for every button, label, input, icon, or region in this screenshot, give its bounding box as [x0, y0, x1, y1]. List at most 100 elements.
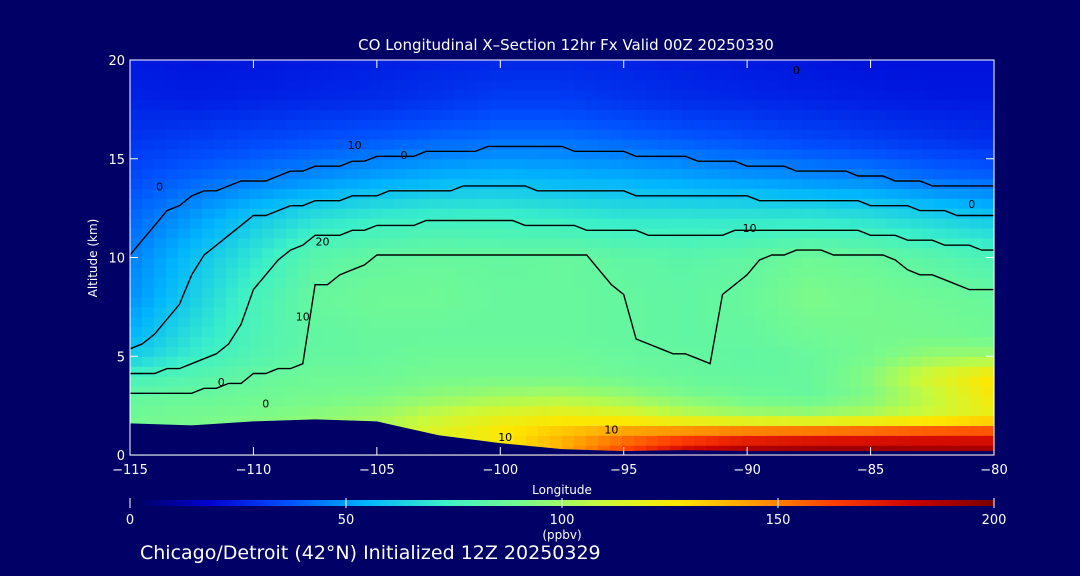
- heatmap-cell: [862, 306, 875, 318]
- heatmap-cell: [454, 395, 467, 407]
- heatmap-cell: [382, 129, 395, 140]
- heatmap-cell: [766, 158, 779, 170]
- heatmap-cell: [346, 79, 359, 91]
- heatmap-cell: [574, 425, 587, 436]
- heatmap-cell: [730, 79, 743, 91]
- heatmap-cell: [286, 287, 299, 298]
- heatmap-cell: [142, 326, 155, 338]
- heatmap-cell: [598, 178, 611, 189]
- heatmap-cell: [454, 425, 467, 436]
- heatmap-cell: [202, 376, 215, 387]
- heatmap-cell: [202, 198, 215, 209]
- heatmap-cell: [202, 267, 215, 278]
- heatmap-cell: [670, 60, 683, 71]
- heatmap-cell: [562, 395, 575, 407]
- heatmap-cell: [586, 129, 599, 140]
- heatmap-cell: [970, 139, 983, 150]
- heatmap-cell: [802, 227, 815, 239]
- heatmap-cell: [346, 346, 359, 357]
- heatmap-cell: [814, 395, 827, 407]
- heatmap-cell: [274, 109, 287, 120]
- heatmap-cell: [730, 445, 743, 456]
- heatmap-cell: [250, 139, 263, 150]
- heatmap-cell: [910, 60, 923, 71]
- heatmap-cell: [130, 415, 143, 426]
- heatmap-cell: [958, 376, 971, 387]
- heatmap-cell: [694, 188, 707, 199]
- heatmap-cell: [946, 237, 959, 249]
- heatmap-cell: [634, 208, 647, 219]
- heatmap-cell: [634, 445, 647, 456]
- heatmap-cell: [922, 247, 935, 259]
- heatmap-cell: [322, 405, 335, 417]
- heatmap-cell: [562, 405, 575, 417]
- heatmap-cell: [754, 425, 767, 436]
- heatmap-cell: [550, 336, 563, 347]
- heatmap-cell: [178, 99, 191, 110]
- heatmap-cell: [562, 277, 575, 288]
- heatmap-cell: [874, 435, 887, 446]
- heatmap-cell: [454, 99, 467, 110]
- heatmap-cell: [550, 277, 563, 288]
- heatmap-cell: [358, 129, 371, 140]
- heatmap-cell: [358, 178, 371, 189]
- heatmap-cell: [970, 316, 983, 328]
- heatmap-cell: [802, 415, 815, 426]
- heatmap-cell: [610, 435, 623, 446]
- heatmap-cell: [478, 119, 491, 130]
- heatmap-cell: [778, 109, 791, 120]
- heatmap-cell: [226, 356, 239, 367]
- heatmap-cell: [850, 287, 863, 298]
- heatmap-cell: [742, 395, 755, 407]
- heatmap-cell: [970, 109, 983, 120]
- heatmap-cell: [922, 445, 935, 456]
- heatmap-cell: [886, 376, 899, 387]
- heatmap-cell: [142, 376, 155, 387]
- heatmap-cell: [946, 385, 959, 397]
- heatmap-cell: [790, 237, 803, 249]
- heatmap-cell: [598, 277, 611, 288]
- heatmap-cell: [730, 237, 743, 249]
- heatmap-cell: [826, 415, 839, 426]
- heatmap-cell: [430, 60, 443, 71]
- heatmap-cell: [730, 326, 743, 338]
- heatmap-cell: [790, 198, 803, 209]
- heatmap-cell: [562, 247, 575, 259]
- heatmap-cell: [178, 79, 191, 91]
- heatmap-cell: [730, 129, 743, 140]
- heatmap-cell: [778, 267, 791, 278]
- heatmap-cell: [682, 168, 695, 180]
- heatmap-cell: [370, 326, 383, 338]
- heatmap-cell: [898, 297, 911, 308]
- heatmap-cell: [274, 356, 287, 367]
- heatmap-cell: [898, 227, 911, 239]
- heatmap-cell: [934, 60, 947, 71]
- heatmap-cell: [718, 109, 731, 120]
- heatmap-cell: [658, 60, 671, 71]
- heatmap-cell: [766, 267, 779, 278]
- heatmap-cell: [838, 247, 851, 259]
- heatmap-cell: [226, 326, 239, 338]
- heatmap-cell: [886, 198, 899, 209]
- heatmap-cell: [634, 277, 647, 288]
- heatmap-cell: [130, 168, 143, 180]
- heatmap-cell: [598, 188, 611, 199]
- heatmap-cell: [418, 208, 431, 219]
- heatmap-cell: [682, 267, 695, 278]
- heatmap-cell: [802, 129, 815, 140]
- heatmap-cell: [478, 168, 491, 180]
- heatmap-cell: [262, 405, 275, 417]
- heatmap-cell: [274, 277, 287, 288]
- heatmap-cell: [358, 69, 371, 81]
- heatmap-cell: [766, 79, 779, 91]
- heatmap-cell: [298, 336, 311, 347]
- heatmap-cell: [370, 237, 383, 249]
- heatmap-cell: [262, 109, 275, 120]
- heatmap-cell: [874, 247, 887, 259]
- heatmap-cell: [610, 237, 623, 249]
- heatmap-cell: [178, 385, 191, 397]
- heatmap-cell: [514, 79, 527, 91]
- heatmap-cell: [226, 198, 239, 209]
- heatmap-cell: [598, 376, 611, 387]
- heatmap-cell: [802, 198, 815, 209]
